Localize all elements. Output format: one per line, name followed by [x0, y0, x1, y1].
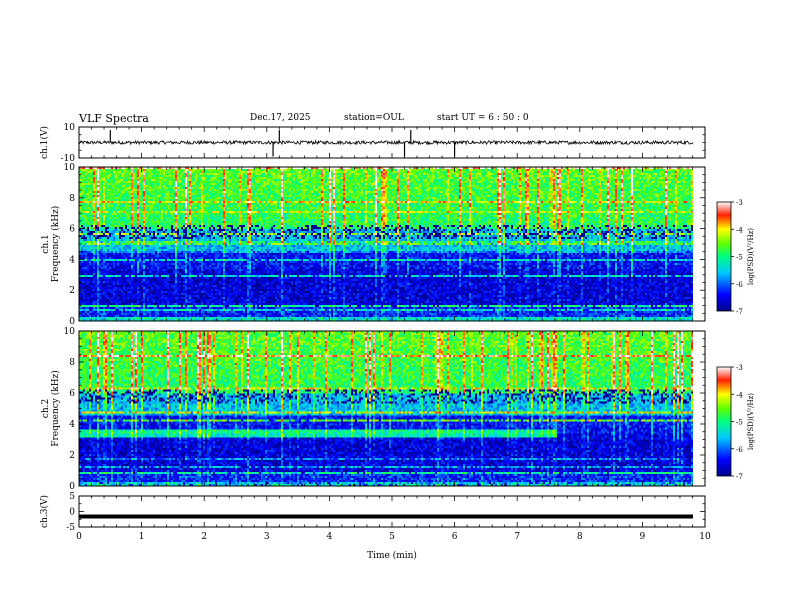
- ch1-waveform-ylabel: ch.1(V): [39, 126, 50, 159]
- ch1-freq-tick-label: 4: [69, 255, 75, 265]
- ch1-colorbar-label: log(PSD)(V²/Hz): [747, 228, 755, 285]
- ch1-freq-ylabel: ch.1Frequency (kHz): [41, 206, 61, 283]
- ch2-colorbar-tick-label: -5: [736, 419, 743, 427]
- x-tick-label: 9: [640, 532, 646, 542]
- ch1-colorbar-tick-label: -6: [736, 281, 743, 289]
- ch2-colorbar-bar: [716, 366, 732, 477]
- ch2-freq-tick-label: 10: [64, 327, 76, 337]
- ch1-colorbar-bar: [716, 201, 732, 312]
- x-tick-label: 3: [264, 532, 270, 542]
- ch2-colorbar-tick-label: -7: [736, 473, 743, 481]
- ch2-freq-tick-label: 6: [69, 389, 75, 399]
- ch2-freq-tick-label: 8: [69, 358, 75, 368]
- ch1-spectrogram-image: [79, 167, 693, 321]
- x-tick-label: 0: [76, 532, 82, 542]
- ch2-freq-tick-label: 0: [69, 482, 75, 492]
- ch1-colorbar-tick-label: -4: [736, 226, 743, 234]
- x-axis-label: Time (min): [367, 550, 417, 561]
- ch2-freq-tick-label: 2: [69, 451, 75, 461]
- x-tick-label: 1: [139, 532, 145, 542]
- ch2-colorbar-tick-label: -4: [736, 391, 743, 399]
- chart-title: VLF Spectra: [79, 112, 149, 125]
- station-label: station=OUL: [344, 113, 404, 123]
- x-tick-label: 4: [327, 532, 333, 542]
- ch2-colorbar-tick-label: -6: [736, 446, 743, 454]
- ch1-freq-tick-label: 10: [64, 163, 76, 173]
- x-tick-label: 8: [577, 532, 583, 542]
- ch1-freq-tick-label: 2: [69, 286, 75, 296]
- ch3-ytick-label: 0: [69, 508, 75, 518]
- ch1-ytick-label: -10: [61, 154, 76, 164]
- ch3-ytick-label: -5: [66, 523, 75, 533]
- x-tick-label: 10: [699, 532, 711, 542]
- ch3-ytick-label: 5: [69, 492, 75, 502]
- x-tick-label: 2: [201, 532, 207, 542]
- ch2-colorbar-tick-label: -3: [736, 364, 743, 372]
- x-tick-label: 6: [452, 532, 458, 542]
- ch1-colorbar-tick-label: -7: [736, 308, 743, 316]
- ch1-colorbar-tick-label: -3: [736, 199, 743, 207]
- ch2-freq-ylabel: ch.2Frequency (kHz): [41, 370, 61, 447]
- ch1-freq-tick-label: 0: [69, 317, 75, 327]
- start-time-label: start UT = 6 : 50 : 0: [437, 113, 529, 123]
- ch1-freq-tick-label: 8: [69, 194, 75, 204]
- x-tick-label: 7: [514, 532, 520, 542]
- ch2-spectrogram-image: [79, 331, 693, 486]
- ch1-freq-tick-label: 6: [69, 225, 75, 235]
- ch2-freq-tick-label: 4: [69, 420, 75, 430]
- ch1-ytick-label: 10: [64, 123, 76, 133]
- date-label: Dec.17, 2025: [250, 113, 311, 123]
- ch3-waveform-ylabel: ch.3(V): [39, 495, 50, 528]
- ch2-colorbar-label: log(PSD)(V²/Hz): [747, 393, 755, 450]
- x-tick-label: 5: [389, 532, 395, 542]
- ch1-colorbar-tick-label: -5: [736, 254, 743, 262]
- ch1-waveform-trace: [78, 139, 694, 146]
